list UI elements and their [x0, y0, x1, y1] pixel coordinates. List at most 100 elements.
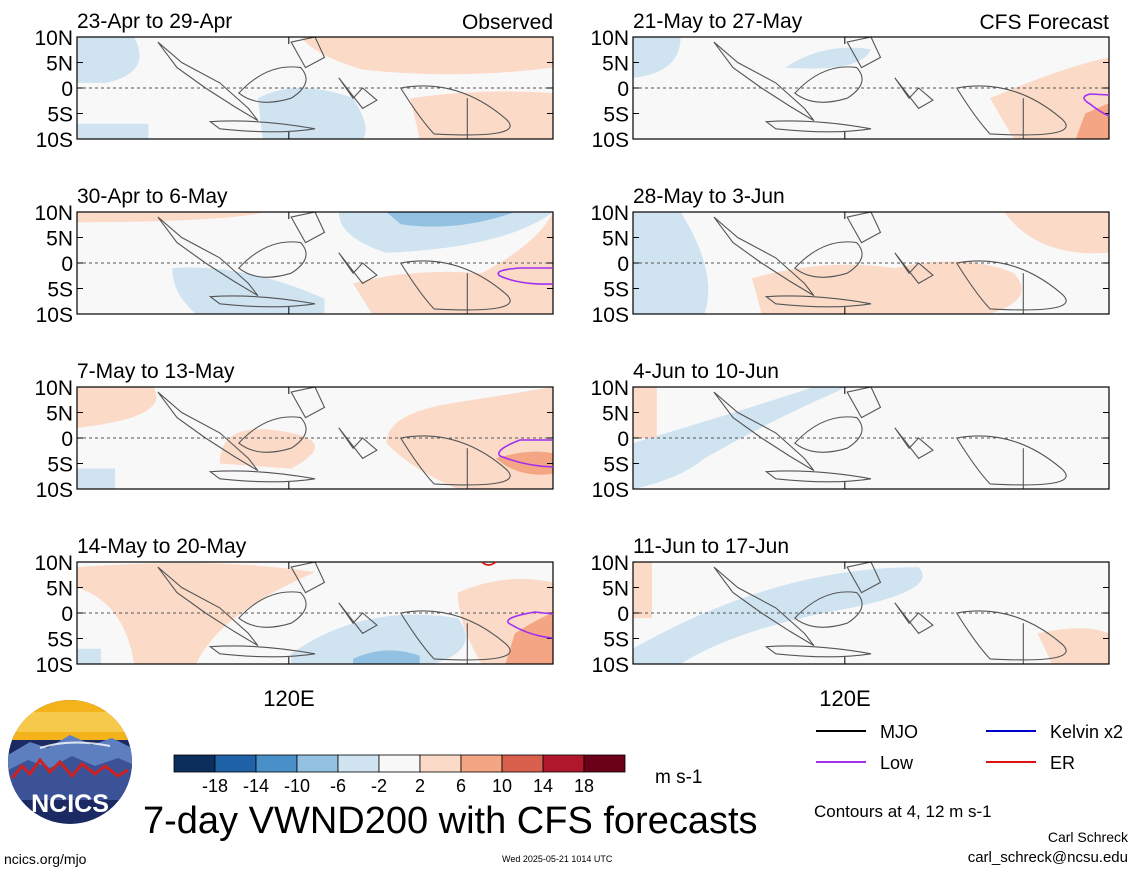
ncics-logo: NCICS	[8, 700, 132, 824]
y-tick-label: 0	[617, 428, 629, 451]
y-tick-label: 0	[61, 253, 73, 276]
colorbar-label: -10	[284, 776, 310, 796]
y-tick-label: 10N	[590, 202, 629, 225]
y-tick-label: 5S	[47, 629, 73, 652]
coastline-segment	[955, 85, 1067, 136]
y-tick-label: 5S	[603, 454, 629, 477]
y-tick-label: 10S	[592, 479, 629, 502]
anomaly-region	[633, 37, 681, 78]
panel-period-label: 30-Apr to 6-May	[77, 185, 228, 208]
coastline-segment	[399, 260, 511, 311]
anomaly-region	[633, 562, 652, 619]
coastline-segment	[894, 602, 934, 635]
y-tick-label: 5S	[47, 104, 73, 127]
colorbar-swatch	[337, 754, 380, 773]
y-tick-label: 0	[61, 428, 73, 451]
contour-line	[497, 267, 554, 285]
panel-corner-label: Observed	[462, 11, 553, 34]
site-link[interactable]: ncics.org/mjo	[4, 851, 87, 867]
anomaly-region	[633, 387, 657, 438]
coastline-segment	[955, 260, 1067, 311]
coastline-segment	[237, 66, 307, 103]
anomaly-region	[633, 387, 848, 489]
colorbar-label: -2	[371, 776, 387, 796]
panel-period-label: 11-Jun to 17-Jun	[633, 535, 789, 558]
coastline-segment	[290, 211, 326, 244]
legend-label: Kelvin x2	[1050, 722, 1123, 742]
anomaly-region	[353, 212, 553, 314]
coastline-segment	[846, 561, 882, 594]
y-tick-label: 5N	[602, 228, 629, 251]
y-tick-label: 10N	[34, 202, 73, 225]
y-tick-label: 5S	[603, 629, 629, 652]
y-tick-label: 10S	[36, 654, 73, 677]
y-tick-label: 5N	[602, 403, 629, 426]
y-tick-label: 5S	[47, 454, 73, 477]
y-tick-label: 5S	[603, 279, 629, 302]
colorbar-label: -14	[243, 776, 269, 796]
anomaly-region	[291, 614, 466, 664]
coastline-segment	[846, 36, 882, 69]
y-tick-label: 10S	[36, 304, 73, 327]
coastline-segment	[157, 391, 259, 472]
y-tick-label: 0	[617, 603, 629, 626]
anomaly-region	[77, 212, 268, 223]
anomaly-region	[752, 261, 1022, 314]
coastline-segment	[157, 216, 259, 297]
contour-line	[498, 439, 554, 468]
colorbar: -18 -14 -10 -6 -2 2 6 10 14 18	[173, 754, 626, 796]
colorbar-label: 10	[492, 776, 512, 796]
anomaly-region	[338, 212, 553, 253]
coastline-segment	[399, 85, 511, 136]
y-tick-label: 0	[61, 78, 73, 101]
y-tick-label: 10N	[590, 377, 629, 400]
y-tick-label: 10S	[592, 654, 629, 677]
legend-label: MJO	[880, 722, 918, 742]
coastline	[713, 561, 1067, 664]
coastline-segment	[894, 252, 934, 285]
anomaly-region	[77, 387, 157, 428]
anomaly-region	[1037, 628, 1109, 664]
y-tick-label: 10S	[36, 479, 73, 502]
x-tick-label-right: 120E	[819, 686, 870, 711]
panel-period-label: 14-May to 20-May	[77, 535, 247, 558]
coastline-segment	[793, 591, 863, 628]
coastline-segment	[894, 77, 934, 110]
legend-label: Low	[880, 753, 914, 773]
logo-text: NCICS	[31, 790, 109, 818]
coastline-segment	[290, 36, 326, 69]
coastline-segment	[399, 435, 511, 486]
coastline-segment	[713, 566, 815, 647]
panel-corner-label: CFS Forecast	[979, 11, 1109, 34]
coastline-segment	[793, 241, 863, 278]
y-tick-label: 0	[617, 253, 629, 276]
panel-period-label: 21-May to 27-May	[633, 10, 803, 33]
y-tick-label: 10S	[36, 129, 73, 152]
colorbar-label: 18	[574, 776, 594, 796]
legend: MJO Kelvin x2 Low ER	[816, 722, 1123, 773]
coastline-segment	[290, 561, 326, 594]
coastline-segment	[290, 386, 326, 419]
contour-line	[1083, 93, 1110, 117]
author-name: Carl Schreck	[1047, 829, 1128, 845]
anomaly-region	[386, 212, 515, 227]
colorbar-swatch	[419, 754, 462, 773]
contour-line	[481, 561, 497, 566]
author-email: carl_schreck@ncsu.edu	[967, 849, 1128, 866]
anomaly-region	[77, 123, 149, 139]
colorbar-swatch	[214, 754, 257, 773]
coastline-segment	[713, 41, 815, 122]
y-tick-label: 10S	[592, 304, 629, 327]
y-tick-label: 5N	[602, 578, 629, 601]
anomaly-region	[633, 567, 923, 664]
anomaly-region	[300, 37, 553, 75]
y-tick-label: 5N	[602, 53, 629, 76]
colorbar-swatch	[460, 754, 503, 773]
coastline-segment	[157, 41, 259, 122]
x-tick-label-left: 120E	[263, 686, 314, 711]
